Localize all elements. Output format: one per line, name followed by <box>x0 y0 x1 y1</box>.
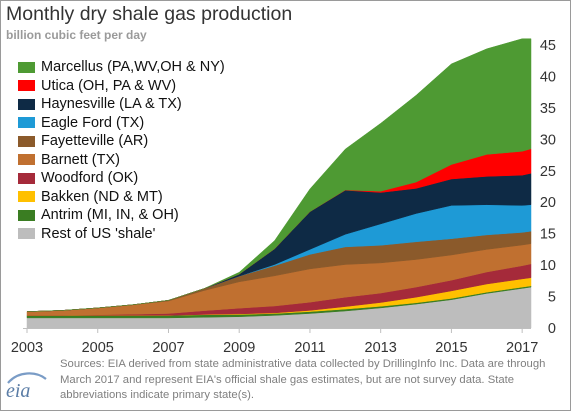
legend-swatch <box>18 209 35 221</box>
y-tick-label: 25 <box>540 164 556 180</box>
legend-label: Marcellus (PA,WV,OH & NY) <box>41 59 225 76</box>
legend-item: Barnett (TX) <box>18 151 225 170</box>
y-tick-label: 20 <box>540 195 556 211</box>
legend-item: Antrim (MI, IN, & OH) <box>18 206 225 225</box>
y-tick-label: 0 <box>548 321 556 337</box>
x-tick-label: 2013 <box>365 340 397 356</box>
legend-label: Fayetteville (AR) <box>41 133 149 150</box>
legend-label: Bakken (ND & MT) <box>41 188 163 205</box>
legend-swatch <box>18 172 35 184</box>
x-tick-label: 2011 <box>294 340 325 356</box>
chart-title: Monthly dry shale gas production <box>6 3 293 25</box>
y-tick-label: 10 <box>540 258 556 274</box>
legend-item: Rest of US 'shale' <box>18 225 225 244</box>
x-tick-label: 2007 <box>152 340 184 356</box>
x-tick-label: 2003 <box>11 340 43 356</box>
axes: 2003 2005 2007 2009 2011 2013 2015 2017 0 5 10 15 20… <box>11 38 556 356</box>
legend: Marcellus (PA,WV,OH & NY) Utica (OH, PA &… <box>18 58 225 243</box>
legend-swatch <box>18 228 35 240</box>
chart-subtitle: billion cubic feet per day <box>6 28 147 42</box>
legend-item: Utica (OH, PA & WV) <box>18 77 225 96</box>
legend-label: Utica (OH, PA & WV) <box>41 77 177 94</box>
legend-swatch <box>18 80 35 92</box>
eia-logo <box>7 372 47 384</box>
y-tick-label: 40 <box>540 69 556 85</box>
legend-label: Haynesville (LA & TX) <box>41 96 182 113</box>
legend-swatch <box>18 154 35 166</box>
y-tick-label: 5 <box>548 290 556 306</box>
y-tick-label: 35 <box>540 101 556 117</box>
x-tick-label: 2009 <box>223 340 255 356</box>
legend-label: Antrim (MI, IN, & OH) <box>41 207 179 224</box>
legend-label: Woodford (OK) <box>41 170 139 187</box>
x-tick-label: 2015 <box>435 340 467 356</box>
source-note: Sources: EIA derived from state administ… <box>60 358 546 401</box>
area-marcellus-9 <box>26 38 532 312</box>
y-tick-label: 30 <box>540 132 556 148</box>
legend-item: Woodford (OK) <box>18 169 225 188</box>
legend-label: Eagle Ford (TX) <box>41 114 145 131</box>
legend-item: Bakken (ND & MT) <box>18 188 225 207</box>
legend-swatch <box>18 135 35 147</box>
eia-logo-text: eia <box>6 380 31 402</box>
legend-swatch <box>18 98 35 110</box>
legend-swatch <box>18 61 35 73</box>
legend-label: Rest of US 'shale' <box>41 225 156 242</box>
legend-label: Barnett (TX) <box>41 151 120 168</box>
legend-item: Haynesville (LA & TX) <box>18 95 225 114</box>
stacked-areas <box>26 38 532 329</box>
logo-arc <box>7 372 47 384</box>
legend-swatch <box>18 117 35 129</box>
legend-item: Marcellus (PA,WV,OH & NY) <box>18 58 225 77</box>
legend-swatch <box>18 191 35 203</box>
x-tick-label: 2005 <box>82 340 114 356</box>
y-tick-label: 45 <box>540 38 556 54</box>
legend-item: Eagle Ford (TX) <box>18 114 225 133</box>
y-tick-label: 15 <box>540 227 556 243</box>
legend-item: Fayetteville (AR) <box>18 132 225 151</box>
x-tick-label: 2017 <box>506 340 538 356</box>
